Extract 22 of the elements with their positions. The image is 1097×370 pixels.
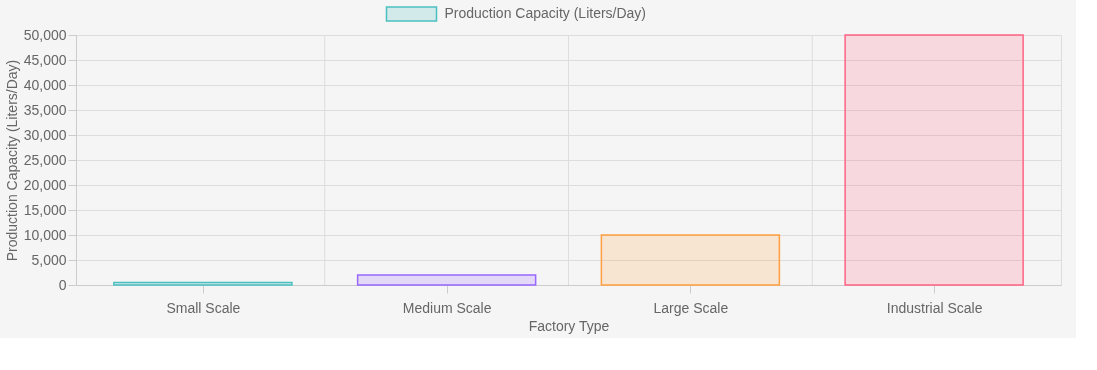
x-axis-title: Factory Type (528, 317, 610, 334)
y-tick-label: 40,000 (23, 76, 67, 93)
y-tick-label: 50,000 (23, 26, 67, 43)
y-tick-label: 45,000 (23, 51, 67, 68)
bar (113, 281, 293, 286)
y-tick-label: 0 (58, 276, 67, 293)
bar (844, 34, 1024, 286)
bar (356, 274, 537, 286)
x-tick-label: Large Scale (653, 299, 729, 316)
y-tick-label: 10,000 (23, 226, 67, 243)
x-tick-label: Industrial Scale (886, 299, 983, 316)
y-tick-label: 20,000 (23, 176, 67, 193)
y-axis-title: Production Capacity (Liters/Day) (3, 59, 20, 262)
x-tick-label: Medium Scale (402, 299, 492, 316)
y-tick-label: 35,000 (23, 101, 67, 118)
y-tick-label: 30,000 (23, 126, 67, 143)
legend-label: Production Capacity (Liters/Day) (444, 5, 647, 21)
y-tick-label: 5,000 (31, 251, 67, 268)
bar (600, 234, 781, 286)
y-tick-label: 25,000 (23, 151, 67, 168)
y-tick-label: 15,000 (23, 201, 67, 218)
x-tick-label: Small Scale (166, 299, 241, 316)
